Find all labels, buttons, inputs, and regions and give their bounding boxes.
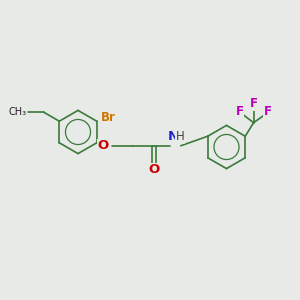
- Text: H: H: [176, 130, 184, 143]
- Text: F: F: [250, 97, 258, 110]
- Text: O: O: [98, 139, 109, 152]
- Text: Br: Br: [101, 111, 116, 124]
- Text: O: O: [148, 163, 159, 176]
- Text: F: F: [264, 105, 272, 119]
- Text: F: F: [236, 105, 244, 118]
- Text: CH₃: CH₃: [8, 107, 27, 117]
- Text: N: N: [168, 130, 179, 143]
